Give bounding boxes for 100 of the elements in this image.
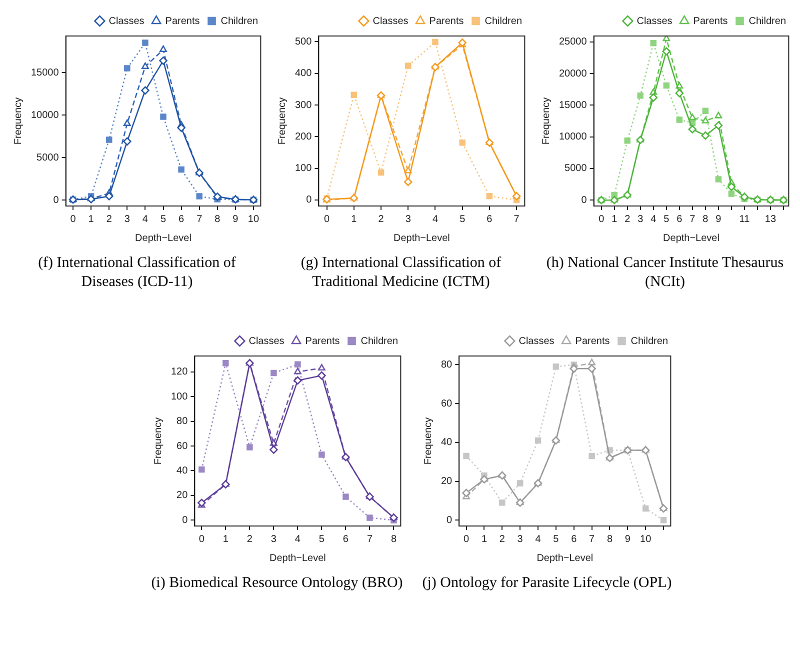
x-tick-label: 2 <box>246 534 253 545</box>
x-tick-label: 1 <box>222 534 229 545</box>
y-tick-label: 25000 <box>558 36 588 48</box>
x-tick-label: 5 <box>160 214 166 225</box>
x-tick-label: 1 <box>88 214 94 225</box>
legend-label: Parents <box>693 16 728 27</box>
legend-label: Classes <box>248 336 284 347</box>
y-tick-label: 100 <box>294 163 312 174</box>
legend-label: Classes <box>372 16 408 27</box>
x-tick-label: 5 <box>460 214 466 225</box>
y-tick-label: 60 <box>176 440 188 452</box>
y-tick-label: 10000 <box>558 132 588 143</box>
x-tick-label: 5 <box>318 534 325 545</box>
x-tick-label: 0 <box>70 214 76 225</box>
y-tick-label: 300 <box>294 100 312 111</box>
x-tick-label: 0 <box>324 214 330 225</box>
legend-label: Classes <box>108 16 144 27</box>
x-tick-label: 2 <box>106 214 112 225</box>
x-tick-label: 0 <box>198 534 205 545</box>
x-tick-label: 1 <box>481 534 488 545</box>
x-tick-label: 0 <box>464 534 470 545</box>
x-tick-label: 6 <box>571 534 578 545</box>
y-tick-label: 0 <box>446 514 453 526</box>
x-tick-label: 2 <box>499 534 506 545</box>
y-tick-label: 10000 <box>30 110 60 121</box>
x-tick-label: 6 <box>342 534 349 545</box>
legend-label: Classes <box>636 16 672 27</box>
text: (f) International Classification of Diseases (ICD-11) <box>37 254 237 292</box>
x-tick-label: 6 <box>486 214 493 225</box>
x-tick-label: 8 <box>606 534 613 545</box>
y-tick-label: 200 <box>294 131 312 142</box>
y-tick-label: 40 <box>176 465 188 476</box>
text: (h) National Cancer Institute Thesaurus (NCIt) <box>545 254 785 292</box>
x-axis-title: Depth−Level <box>135 232 192 244</box>
x-tick-label: 7 <box>366 534 373 545</box>
x-axis-title: Depth−Level <box>269 552 326 564</box>
y-axis-title: Frequency <box>422 417 434 465</box>
text: (g) International Classification of Traditional Medicine (ICTM) <box>300 254 502 292</box>
y-tick-label: 80 <box>441 359 453 370</box>
x-tick-label: 0 <box>598 214 605 225</box>
legend-label: Parents <box>429 16 464 27</box>
y-tick-label: 0 <box>581 194 588 206</box>
x-tick-label: 3 <box>517 534 524 545</box>
x-tick-label: 13 <box>764 214 776 225</box>
y-tick-label: 20000 <box>558 68 588 80</box>
x-tick-label: 11 <box>739 214 750 225</box>
legend-label: Children <box>484 16 522 27</box>
y-tick-label: 500 <box>294 36 312 48</box>
text: (j) Ontology for Parasite Lifecycle (OPL) <box>421 574 673 593</box>
x-tick-label: 10 <box>248 214 260 225</box>
x-tick-label: 4 <box>535 534 542 545</box>
x-tick-label: 4 <box>294 534 301 545</box>
y-tick-label: 0 <box>182 514 188 526</box>
legend-label: Children <box>630 336 668 347</box>
y-tick-label: 400 <box>294 68 312 80</box>
x-axis-title: Depth−Level <box>393 232 450 244</box>
y-tick-label: 15000 <box>30 67 60 78</box>
y-tick-label: 5000 <box>564 163 588 174</box>
x-tick-label: 7 <box>514 214 520 225</box>
y-axis-title: Frequency <box>12 97 24 145</box>
y-tick-label: 20 <box>441 476 453 488</box>
legend-label: Parents <box>165 16 200 27</box>
x-tick-label: 3 <box>124 214 130 225</box>
x-tick-label: 9 <box>716 214 722 225</box>
x-tick-label: 8 <box>214 214 221 225</box>
x-tick-label: 2 <box>378 214 384 225</box>
legend-label: Children <box>220 16 258 27</box>
y-axis-title: Frequency <box>540 97 552 145</box>
x-tick-label: 3 <box>270 534 277 545</box>
x-tick-label: 1 <box>351 214 358 225</box>
y-tick-label: 15000 <box>558 100 588 111</box>
x-tick-label: 3 <box>405 214 412 225</box>
x-tick-label: 8 <box>390 534 397 545</box>
y-axis-title: Frequency <box>276 97 288 145</box>
x-tick-label: 10 <box>640 534 652 545</box>
x-axis-title: Depth−Level <box>536 552 594 564</box>
x-tick-label: 5 <box>553 534 560 545</box>
legend-label: Children <box>748 16 786 27</box>
legend-label: Parents <box>575 336 610 347</box>
y-axis-title: Frequency <box>152 417 164 465</box>
x-tick-label: 3 <box>638 214 644 225</box>
x-tick-label: 4 <box>432 214 438 225</box>
y-tick-label: 80 <box>176 416 188 428</box>
x-axis-title: Depth−Level <box>663 232 720 244</box>
legend-label: Children <box>360 336 398 347</box>
x-tick-label: 2 <box>624 214 631 225</box>
x-tick-label: 9 <box>232 214 239 225</box>
x-tick-label: 7 <box>690 214 696 225</box>
legend-label: Parents <box>305 336 340 347</box>
x-tick-label: 9 <box>624 534 631 545</box>
x-tick-label: 7 <box>196 214 203 225</box>
text: (i) Biomedical Resource Ontology (BRO) <box>150 574 404 593</box>
x-tick-label: 7 <box>589 534 596 545</box>
x-tick-label: 6 <box>178 214 185 225</box>
x-tick-label: 5 <box>664 214 670 225</box>
y-tick-label: 20 <box>176 490 188 502</box>
y-tick-label: 60 <box>441 398 453 410</box>
y-tick-label: 40 <box>441 437 453 448</box>
y-tick-label: 0 <box>53 194 60 206</box>
x-tick-label: 4 <box>142 214 148 225</box>
